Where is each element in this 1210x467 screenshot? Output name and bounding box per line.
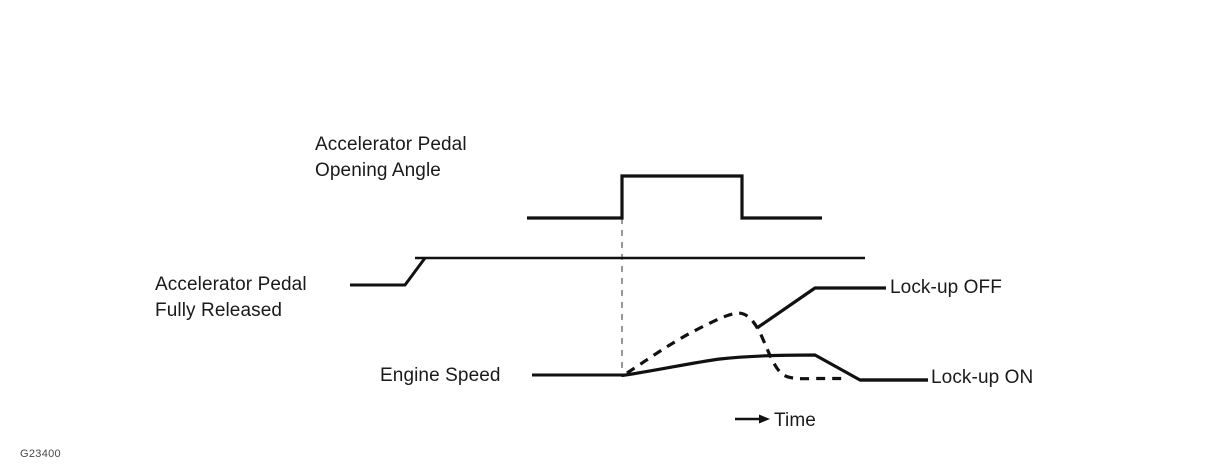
label-time-axis: Time	[774, 410, 816, 431]
accelerator-pedal-pulse	[527, 174, 822, 220]
label-accelerator-pedal-opening-angle: Accelerator Pedal Opening Angle	[315, 134, 467, 181]
figure-code: G23400	[20, 448, 61, 460]
time-arrow-head	[759, 414, 770, 424]
lockup-off-engine-speed-dashed-curve	[626, 311, 848, 381]
lockup-off-curve	[756, 286, 886, 330]
label-engine-speed: Engine Speed	[380, 365, 501, 386]
engine-speed-curve	[621, 353, 928, 382]
label-lockup-off: Lock-up OFF	[890, 277, 1002, 298]
label-lockup-on: Lock-up ON	[931, 367, 1034, 388]
label-accelerator-pedal-fully-released: Accelerator Pedal Fully Released	[155, 274, 307, 321]
leader-line-fully-released	[350, 257, 427, 287]
